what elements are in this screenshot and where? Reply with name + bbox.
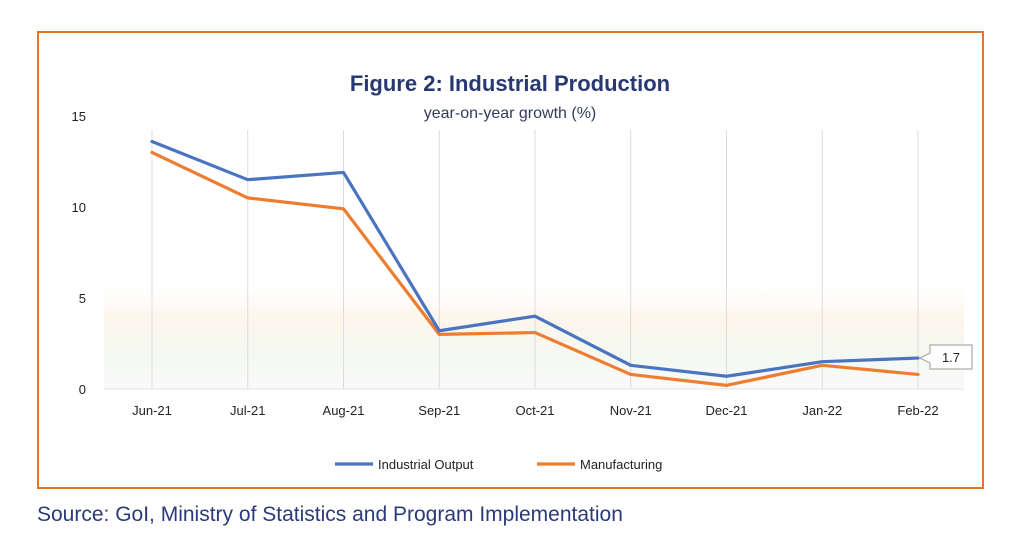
- x-tick-label: Sep-21: [418, 403, 460, 418]
- legend-label: Manufacturing: [580, 457, 662, 472]
- source-note: Source: GoI, Ministry of Statistics and …: [37, 503, 623, 526]
- legend-item: Industrial Output: [335, 457, 474, 472]
- data-callout: 1.7: [918, 344, 973, 370]
- y-tick-label: 15: [72, 109, 86, 124]
- legend-item: Manufacturing: [537, 457, 662, 472]
- x-tick-label: Aug-21: [323, 403, 365, 418]
- data-label: 1.7: [942, 350, 960, 365]
- legend-label: Industrial Output: [378, 457, 474, 472]
- gridlines: [104, 130, 964, 390]
- x-tick-label: Jul-21: [230, 403, 265, 418]
- x-tick-label: Dec-21: [706, 403, 748, 418]
- y-tick-label: 0: [79, 382, 86, 397]
- x-tick-label: Nov-21: [610, 403, 652, 418]
- callout-box: [918, 344, 973, 370]
- background-band-rect: [104, 287, 964, 389]
- chart-subtitle: year-on-year growth (%): [424, 105, 597, 122]
- x-tick-label: Jun-21: [132, 403, 172, 418]
- series-line-industrial-output: [150, 139, 920, 378]
- y-tick-label: 5: [79, 291, 86, 306]
- series-lines: [150, 139, 920, 387]
- x-tick-label: Feb-22: [897, 403, 938, 418]
- chart-frame: [37, 31, 984, 489]
- x-axis: Jun-21 Jul-21 Aug-21 Sep-21 Oct-21 Nov-21 Dec-…: [132, 403, 938, 418]
- x-tick-label: Jan-22: [802, 403, 842, 418]
- chart-title: Figure 2: Industrial Production: [350, 71, 670, 96]
- background-band: [104, 287, 964, 389]
- y-axis: 0 5 10 15: [72, 109, 86, 397]
- legend: Industrial Output Manufacturing: [335, 457, 662, 472]
- y-tick-label: 10: [72, 200, 86, 215]
- series-line-manufacturing: [150, 150, 920, 387]
- annotations: 1.7: [918, 344, 973, 370]
- x-tick-label: Oct-21: [515, 403, 554, 418]
